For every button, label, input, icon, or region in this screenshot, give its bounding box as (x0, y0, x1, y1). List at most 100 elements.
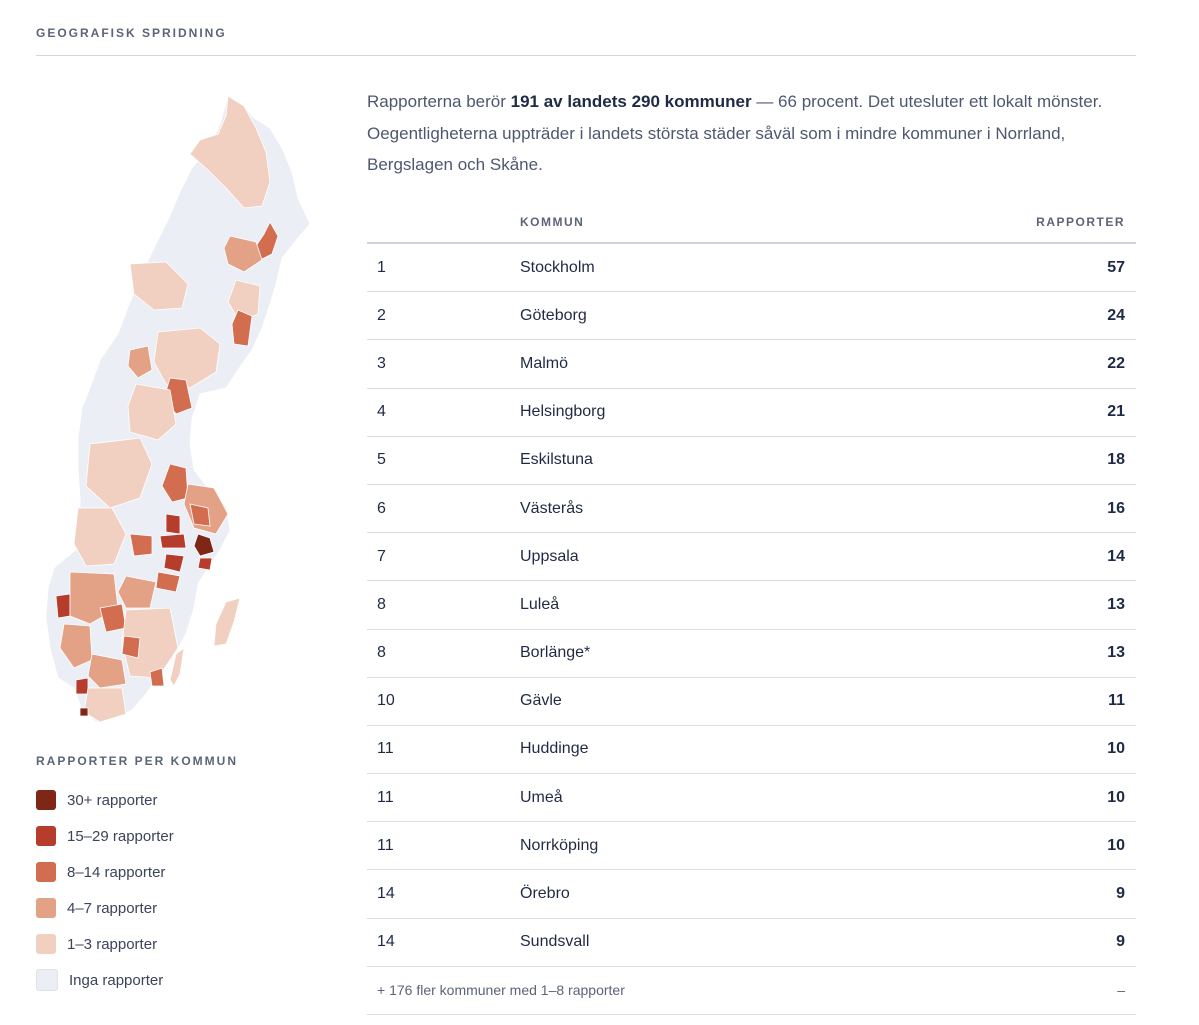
region-norrbotten-coast (223, 235, 263, 273)
rank-cell: 2 (377, 306, 386, 324)
region-vasterbotten (129, 261, 189, 311)
legend-label: 15–29 rapporter (67, 827, 174, 845)
rapporter-cell: 18 (1107, 451, 1125, 469)
rank-cell: 5 (377, 451, 386, 469)
legend-item: 30+ rapporter (36, 782, 326, 818)
region-umea (231, 309, 253, 347)
legend-label: 1–3 rapporter (67, 935, 158, 953)
region-malmo (79, 707, 89, 717)
kommun-cell: Sundsvall (520, 933, 590, 951)
rapporter-cell: 14 (1107, 547, 1125, 565)
legend-items: 30+ rapporter 15–29 rapporter 8–14 rapport… (36, 782, 326, 998)
region-jamtland (153, 327, 221, 389)
region-gotland (213, 597, 241, 647)
table-row: 8 Borlänge* 13 (367, 630, 1136, 678)
region-norrkoping (155, 571, 181, 593)
table-body: 1 Stockholm 57 2 Göteborg 24 3 Malmö 22 4 Helsingb… (367, 244, 1136, 967)
map-legend: RAPPORTER PER KOMMUN 30+ rapporter 15–29 … (36, 754, 326, 998)
header-rapporter: RAPPORTER (1036, 215, 1125, 229)
footer-count: – (1117, 982, 1125, 999)
table-row: 11 Huddinge 10 (367, 726, 1136, 775)
region-oland (169, 647, 185, 687)
kommun-cell: Huddinge (520, 740, 589, 758)
top-divider (36, 55, 1136, 56)
legend-swatch (36, 862, 56, 882)
region-varmland (73, 507, 127, 567)
rank-cell: 6 (377, 499, 386, 517)
intro-text-1: Rapporterna berör (367, 92, 511, 111)
region-halland (59, 623, 93, 669)
region-eskilstuna (163, 553, 185, 573)
kommun-cell: Luleå (520, 595, 560, 613)
legend-label: Inga rapporter (69, 971, 164, 989)
table-row: 10 Gävle 11 (367, 678, 1136, 726)
table-row: 11 Umeå 10 (367, 774, 1136, 823)
kommun-cell: Eskilstuna (520, 451, 593, 469)
table-footer-row: + 176 fler kommuner med 1–8 rapporter – (367, 967, 1136, 1015)
table-row: 14 Örebro 9 (367, 870, 1136, 919)
rank-cell: 7 (377, 547, 386, 565)
legend-label: 30+ rapporter (67, 791, 158, 809)
rapporter-cell: 10 (1107, 740, 1125, 758)
rank-cell: 14 (377, 885, 395, 903)
rapporter-cell: 9 (1116, 885, 1125, 903)
rapporter-cell: 57 (1107, 258, 1125, 276)
kommun-cell: Västerås (520, 499, 584, 517)
rapporter-cell: 16 (1107, 499, 1125, 517)
kommun-cell: Norrköping (520, 836, 599, 854)
region-kronoberg (87, 653, 127, 689)
region-halsingland (127, 383, 177, 441)
kommun-cell: Malmö (520, 354, 569, 372)
legend-item: 4–7 rapporter (36, 890, 326, 926)
region-kalmar (149, 667, 165, 687)
region-goteborg (55, 593, 71, 619)
legend-label: 4–7 rapporter (67, 899, 158, 917)
legend-item: 15–29 rapporter (36, 818, 326, 854)
intro-paragraph: Rapporterna berör 191 av landets 290 kom… (367, 86, 1137, 181)
legend-label: 8–14 rapporter (67, 863, 166, 881)
sweden-map (30, 88, 330, 728)
table-row: 7 Uppsala 14 (367, 533, 1136, 582)
kommun-cell: Göteborg (520, 306, 587, 324)
intro-text-2: — 66 procent. Det utesluter ett lokalt m… (367, 92, 1103, 174)
footer-text: + 176 fler kommuner med 1–8 rapporter (377, 982, 625, 999)
legend-swatch (36, 969, 58, 991)
region-gavle (161, 463, 189, 503)
table-row: 6 Västerås 16 (367, 485, 1136, 534)
table-row: 8 Luleå 13 (367, 581, 1136, 630)
section-title: GEOGRAFISK SPRIDNING (36, 26, 227, 40)
region-vaxjo (121, 635, 141, 659)
intro-highlight: 191 av landets 290 kommuner (510, 92, 752, 111)
region-helsingborg (75, 677, 89, 695)
kommun-cell: Stockholm (520, 258, 595, 276)
legend-item: 1–3 rapporter (36, 926, 326, 962)
region-ostersund (127, 345, 153, 379)
region-borlange (165, 513, 181, 535)
legend-swatch (36, 898, 56, 918)
rapporter-cell: 13 (1107, 595, 1125, 613)
table-row: 11 Norrköping 10 (367, 822, 1136, 871)
region-uppsala (189, 503, 211, 527)
region-huddinge (197, 557, 213, 571)
kommun-cell: Umeå (520, 788, 563, 806)
region-dalarna (85, 437, 153, 509)
region-vasteras (159, 533, 187, 549)
region-ostergotland (117, 575, 157, 609)
rank-cell: 10 (377, 692, 395, 710)
legend-swatch (36, 826, 56, 846)
rank-cell: 11 (377, 788, 394, 806)
rank-cell: 11 (377, 740, 394, 758)
kommun-cell: Gävle (520, 692, 562, 710)
rank-cell: 8 (377, 644, 386, 662)
kommun-cell: Helsingborg (520, 403, 606, 421)
rapporter-cell: 24 (1107, 306, 1125, 324)
legend-item: Inga rapporter (36, 962, 326, 998)
rapporter-cell: 10 (1107, 836, 1125, 854)
municipality-table: KOMMUN RAPPORTER 1 Stockholm 57 2 Göteborg 24… (367, 202, 1136, 1015)
region-stockholm (193, 533, 215, 557)
rapporter-cell: 11 (1108, 692, 1125, 710)
rapporter-cell: 10 (1107, 788, 1125, 806)
kommun-cell: Borlänge* (520, 644, 591, 662)
rank-cell: 4 (377, 403, 386, 421)
legend-item: 8–14 rapporter (36, 854, 326, 890)
